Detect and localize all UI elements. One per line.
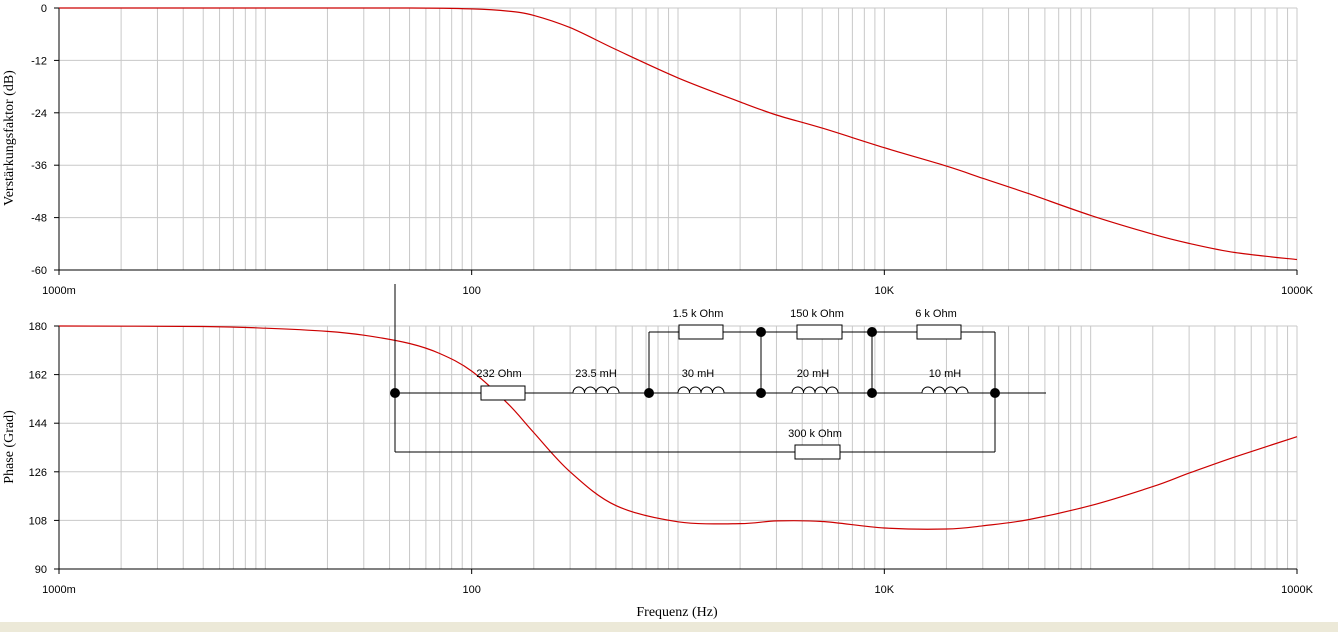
x-tick-label: 1000K: [1281, 285, 1313, 297]
junction-node: [990, 388, 1000, 398]
resistor-6k-ohm: [916, 324, 962, 340]
y-tick-label: -60: [31, 265, 47, 277]
y-tick-label: -12: [31, 55, 47, 67]
circuit-labels: 232 Ohm 23.5 mH 1.5 k Ohm 30 mH 150 k Oh…: [476, 308, 961, 440]
label-6k-ohm: 6 k Ohm: [915, 308, 957, 320]
window-bottom-border: [0, 622, 1338, 632]
magnitude-y-axis-label: Verstärkungsfaktor (dB): [2, 70, 17, 206]
x-tick-label: 100: [462, 285, 480, 297]
inductor-20mh: [791, 386, 839, 394]
junction-node: [867, 327, 877, 337]
label-232-ohm: 232 Ohm: [476, 368, 521, 380]
y-tick-label: 90: [35, 564, 47, 576]
junction-node: [756, 388, 766, 398]
phase-series-line: [58, 325, 1298, 530]
x-tick-label: 1000K: [1281, 584, 1313, 596]
phase-grid: [54, 325, 1298, 574]
magnitude-chart: 0 -12 -24 -36 -48 -60 1000m 100 10K 1000K Verstär…: [2, 3, 1314, 297]
x-tick-label: 1000m: [42, 584, 76, 596]
magnitude-series-line: [58, 7, 1298, 261]
y-tick-label: -48: [31, 213, 47, 225]
junction-node: [756, 327, 766, 337]
label-150k-ohm: 150 k Ohm: [790, 308, 844, 320]
label-1-5k-ohm: 1.5 k Ohm: [673, 308, 724, 320]
inductor-23-5mh: [572, 386, 620, 394]
resistor-1-5k-ohm: [678, 324, 724, 340]
resistor-300k-ohm: [794, 444, 841, 460]
y-tick-label: -36: [31, 160, 47, 172]
resistor-232-ohm: [480, 385, 526, 401]
y-tick-label: 0: [41, 3, 47, 15]
inductor-10mh: [921, 386, 969, 394]
x-tick-label: 10K: [875, 584, 895, 596]
junction-node: [867, 388, 877, 398]
label-300k-ohm: 300 k Ohm: [788, 428, 842, 440]
magnitude-grid: [54, 7, 1298, 275]
x-tick-label: 1000m: [42, 285, 76, 297]
y-tick-label: 180: [29, 321, 47, 333]
label-20mh: 20 mH: [797, 368, 829, 380]
label-10mh: 10 mH: [929, 368, 961, 380]
magnitude-tick-labels: 0 -12 -24 -36 -48 -60 1000m 100 10K 1000K: [31, 3, 1313, 297]
circuit-diagram: [390, 284, 1046, 460]
resistor-150k-ohm: [796, 324, 843, 340]
y-tick-label: 162: [29, 370, 47, 382]
phase-tick-labels: 180 162 144 126 108 90 1000m 100 10K 1000K: [29, 321, 1314, 596]
x-axis-label: Frequenz (Hz): [636, 605, 718, 620]
label-23-5mh: 23.5 mH: [575, 368, 617, 380]
y-tick-label: -24: [31, 108, 47, 120]
phase-y-axis-label: Phase (Grad): [2, 410, 17, 484]
circuit-junctions: [390, 327, 1000, 398]
junction-node: [390, 388, 400, 398]
x-tick-label: 10K: [875, 285, 895, 297]
y-tick-label: 126: [29, 467, 47, 479]
y-tick-label: 144: [29, 418, 47, 430]
inductor-30mh: [677, 386, 725, 394]
y-tick-label: 108: [29, 515, 47, 527]
x-tick-label: 100: [462, 584, 480, 596]
phase-chart: 180 162 144 126 108 90 1000m 100 10K 1000K Phase …: [2, 321, 1314, 620]
junction-node: [644, 388, 654, 398]
label-30mh: 30 mH: [682, 368, 714, 380]
